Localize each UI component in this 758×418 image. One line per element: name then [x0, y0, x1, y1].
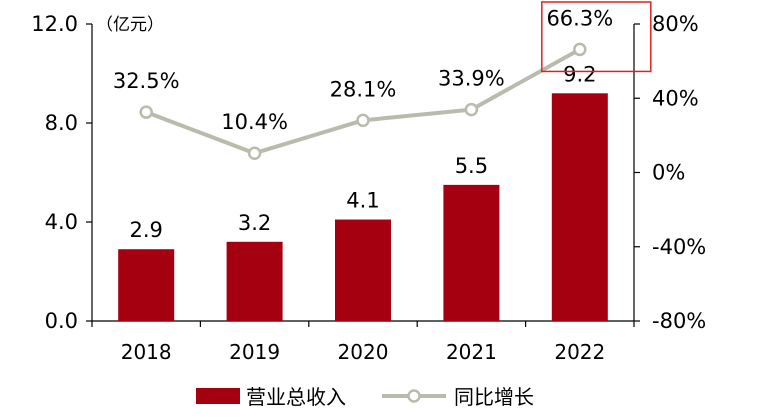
growth-point-label: 66.3%	[546, 6, 613, 30]
right-tick-label: 80%	[652, 12, 699, 36]
revenue-bar	[118, 249, 175, 321]
revenue-bar-label: 3.2	[238, 211, 271, 235]
growth-point-label: 28.1%	[330, 77, 397, 101]
growth-point-label: 33.9%	[438, 67, 505, 91]
revenue-bar	[443, 184, 500, 321]
axes: 0.0 4.0 8.0 12.0 -80% -40% 0% 40% 80% 2018 2019 202…	[31, 12, 706, 364]
revenue-bar-label: 9.2	[563, 62, 596, 86]
right-tick-label: -40%	[652, 235, 706, 259]
revenue-bar	[551, 93, 608, 321]
growth-point	[139, 105, 153, 119]
revenue-bar-label: 4.1	[346, 189, 379, 213]
highlight-box	[541, 1, 652, 73]
right-tick-label: 40%	[652, 86, 699, 110]
x-tick-label: 2021	[446, 340, 497, 364]
growth-point-label: 10.4%	[221, 110, 288, 134]
left-tick-label: 0.0	[45, 309, 78, 333]
data-labels: 2.9 3.2 4.1 5.5 9.2 32.5% 10.4% 28.1% 33.9% 66.3%	[113, 6, 613, 242]
left-tick-label: 12.0	[31, 12, 78, 36]
growth-point-label: 32.5%	[113, 69, 180, 93]
legend-swatch-revenue	[196, 388, 240, 404]
right-tick-label: 0%	[652, 161, 685, 185]
growth-point	[573, 42, 587, 57]
growth-line-series	[139, 42, 587, 160]
growth-point	[356, 113, 370, 128]
revenue-bar-label: 5.5	[455, 154, 488, 178]
x-tick-label: 2020	[338, 340, 389, 364]
legend-label-revenue: 营业总收入	[246, 385, 346, 409]
right-tick-label: -80%	[652, 309, 706, 333]
revenue-bar-label: 2.9	[129, 218, 162, 242]
left-tick-label: 8.0	[45, 111, 78, 135]
growth-point	[247, 146, 262, 160]
x-tick-label: 2019	[229, 340, 280, 364]
revenue-bar	[335, 219, 391, 321]
left-tick-label: 4.0	[45, 210, 78, 234]
x-tick-label: 2022	[554, 340, 605, 364]
x-tick-label: 2018	[121, 340, 172, 364]
legend-swatch-growth-marker	[407, 389, 421, 403]
revenue-bars	[118, 93, 608, 321]
unit-label: （亿元）	[96, 15, 164, 35]
legend-label-growth: 同比增长	[454, 385, 534, 409]
growth-point	[464, 102, 479, 117]
revenue-bar	[226, 241, 283, 321]
legend: 营业总收入 同比增长	[196, 385, 534, 409]
